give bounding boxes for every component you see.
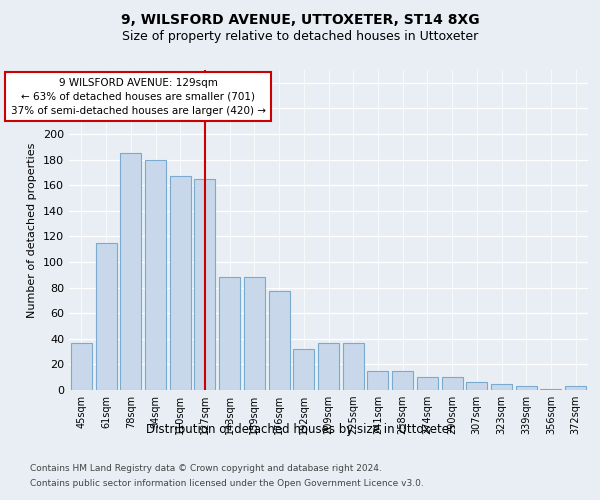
Text: Contains public sector information licensed under the Open Government Licence v3: Contains public sector information licen… [30,479,424,488]
Bar [417,377,438,390]
Bar [293,349,314,390]
Bar [466,382,487,390]
Bar [71,342,92,390]
Bar [541,388,562,390]
Bar [318,342,339,390]
Bar [442,377,463,390]
Bar [194,179,215,390]
Bar [565,386,586,390]
Bar [392,371,413,390]
Y-axis label: Number of detached properties: Number of detached properties [28,142,37,318]
Bar [244,278,265,390]
Bar [343,342,364,390]
Bar [367,371,388,390]
Text: 9 WILSFORD AVENUE: 129sqm
← 63% of detached houses are smaller (701)
37% of semi: 9 WILSFORD AVENUE: 129sqm ← 63% of detac… [11,78,266,116]
Bar [219,278,240,390]
Bar [120,153,141,390]
Bar [170,176,191,390]
Bar [491,384,512,390]
Text: Size of property relative to detached houses in Uttoxeter: Size of property relative to detached ho… [122,30,478,43]
Text: Distribution of detached houses by size in Uttoxeter: Distribution of detached houses by size … [146,422,454,436]
Bar [145,160,166,390]
Bar [269,292,290,390]
Text: Contains HM Land Registry data © Crown copyright and database right 2024.: Contains HM Land Registry data © Crown c… [30,464,382,473]
Bar [95,243,116,390]
Text: 9, WILSFORD AVENUE, UTTOXETER, ST14 8XG: 9, WILSFORD AVENUE, UTTOXETER, ST14 8XG [121,12,479,26]
Bar [516,386,537,390]
